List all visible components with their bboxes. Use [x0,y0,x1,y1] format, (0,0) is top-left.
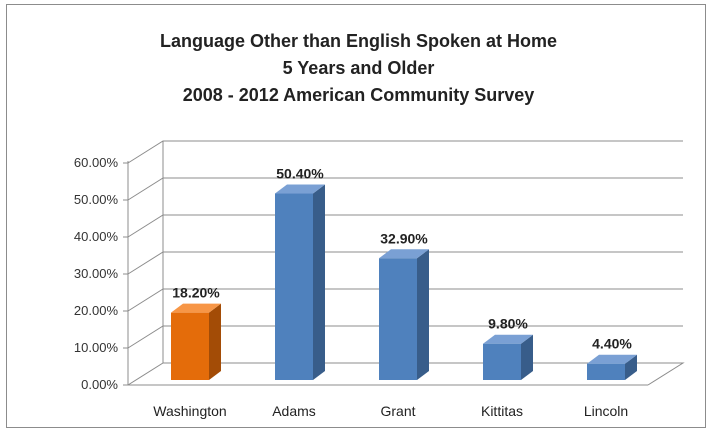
bar-adams [275,184,325,380]
gridline [127,177,683,201]
gridline [127,214,683,238]
bar-side [313,184,325,380]
y-tick-label: 30.00% [74,266,119,281]
y-tick-label: 60.00% [74,155,119,170]
y-tick-label: 20.00% [74,303,119,318]
y-tick-label: 40.00% [74,229,119,244]
bar-side [209,303,221,380]
data-label: 9.80% [488,316,528,332]
chart-title-line-1: Language Other than English Spoken at Ho… [159,31,558,51]
category-label: Kittitas [481,403,523,419]
bar-top [275,184,325,194]
gridline [127,288,683,312]
y-tick-label: 0.00% [81,377,118,392]
chart-frame [6,4,706,428]
chart-title-line-3: 2008 - 2012 American Community Survey [182,85,535,105]
bar-front [171,312,209,380]
category-label: Lincoln [584,403,628,419]
y-tick-label: 50.00% [74,192,119,207]
bar-top [171,303,221,313]
bar-top [587,354,637,364]
bar-washington [171,303,221,380]
bar-front [587,363,625,380]
bar-top [379,249,429,259]
bar-top [483,334,533,344]
bars [171,184,637,380]
data-label: 4.40% [592,336,632,352]
bar-front [275,193,313,380]
bar-front [379,258,417,380]
gridline [127,251,683,275]
y-axis-ticks: 0.00% 10.00% 20.00% 30.00% 40.00% 50.00% 60.00… [74,155,119,392]
bar-side [417,249,429,380]
chart-title: Language Other than English Spoken at Ho… [0,28,717,109]
bar-side [521,334,533,380]
gridlines [123,140,685,386]
bar-front [483,343,521,380]
bar-lincoln [587,354,637,380]
bar-side [625,354,637,380]
data-labels: 18.20% 50.40% 32.90% 9.80% 4.40% [172,166,632,352]
x-axis-categories: Washington Adams Grant Kittitas Lincoln [153,403,628,419]
chart-title-line-2: 5 Years and Older [282,58,435,78]
data-label: 50.40% [276,166,324,182]
gridline [127,140,683,164]
y-tick-label: 10.00% [74,340,119,355]
bar-kittitas [483,334,533,380]
gridline [127,325,683,349]
data-label: 18.20% [172,285,220,301]
category-label: Grant [380,403,415,419]
bar-grant [379,249,429,380]
data-label: 32.90% [380,230,428,246]
category-label: Adams [272,403,316,419]
category-label: Washington [153,403,226,419]
